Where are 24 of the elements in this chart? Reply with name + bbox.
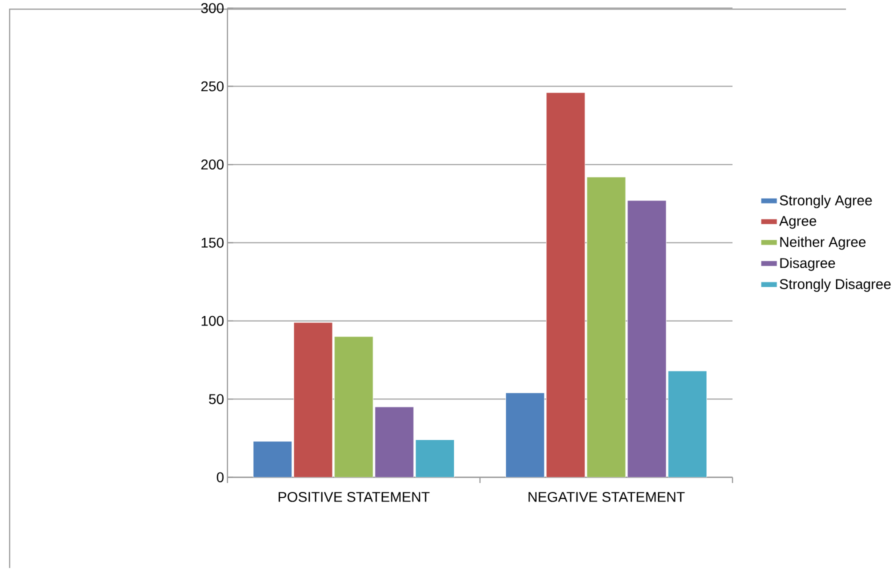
bar [505, 392, 545, 478]
bar [374, 406, 414, 478]
bar [546, 92, 586, 478]
bar [415, 440, 454, 478]
x-tick-label: POSITIVE STATEMENT [278, 492, 430, 502]
bar [334, 336, 374, 478]
y-tick-label: 250 [201, 82, 224, 92]
y-tick-label: 100 [202, 316, 224, 326]
y-tick-label: 50 [209, 394, 224, 404]
legend-label: Strongly Agree [780, 195, 872, 208]
y-tick-label: 0 [216, 472, 224, 482]
bar [252, 441, 292, 478]
legend-label: Disagree [780, 258, 835, 272]
bar [627, 200, 666, 478]
legend-label: Neither Agree [780, 236, 866, 250]
x-tick-label: NEGATIVE STATEMENT [528, 492, 685, 502]
y-tick-label: 300 [201, 3, 224, 14]
y-tick-label: 150 [202, 238, 224, 248]
bar [294, 322, 333, 478]
bar [586, 177, 626, 478]
y-tick-label: 200 [201, 160, 224, 170]
legend-label: Strongly Disagree [780, 278, 891, 292]
legend-label: Agree [779, 216, 816, 229]
bar [668, 370, 707, 478]
